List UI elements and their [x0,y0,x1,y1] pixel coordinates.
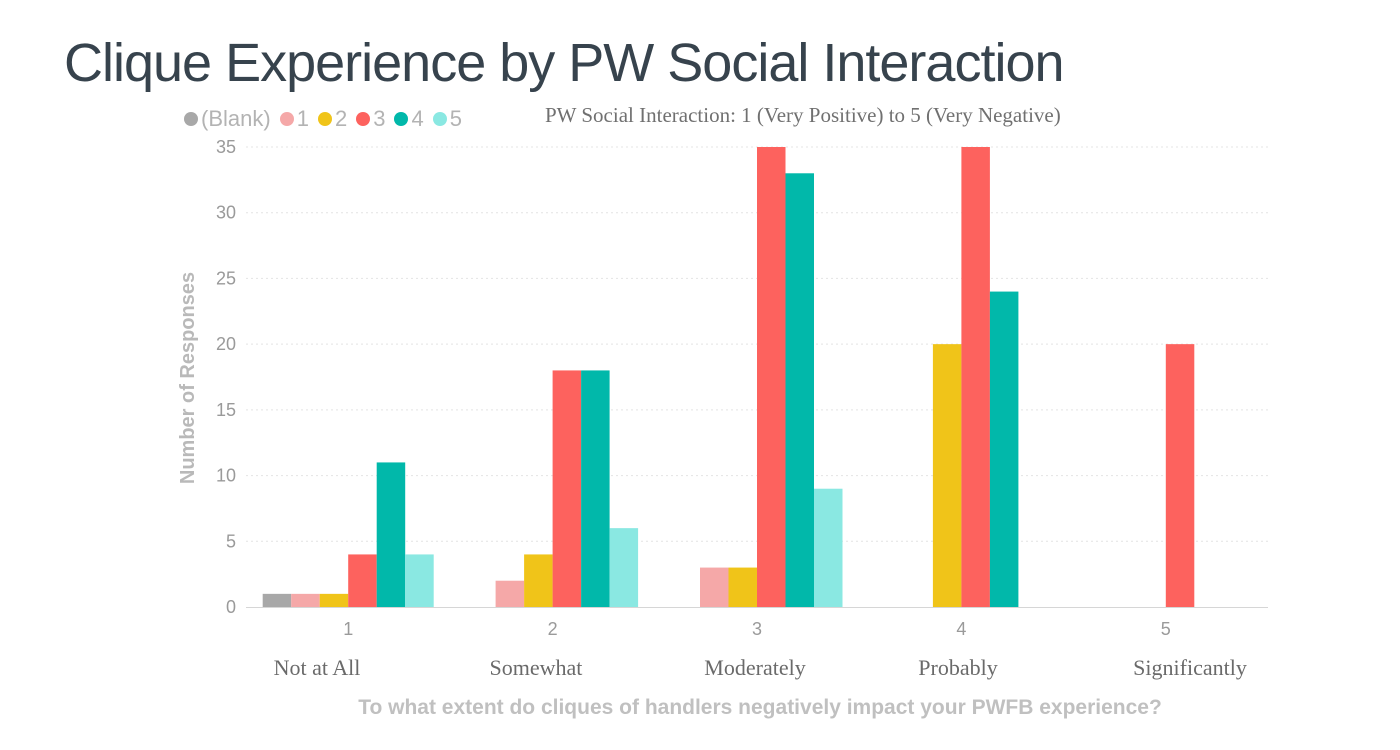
y-tick-label: 20 [216,334,236,354]
category-descriptions: Not at All Somewhat Moderately Probably Sign… [274,655,1247,680]
bar [609,528,639,607]
bar [757,147,786,607]
y-axis-ticks: 0 5 10 15 20 25 30 35 [216,137,236,617]
bar [495,580,525,607]
legend-label: 2 [334,106,348,131]
chart-title: Clique Experience by PW Social Interacti… [64,33,1065,93]
legend-label: (Blank) [201,106,271,131]
bar [376,462,406,607]
bar [581,370,610,607]
legend-marker [279,112,294,126]
legend-marker [184,112,198,126]
bar [291,593,320,607]
y-tick-label: 0 [226,597,236,617]
legend-label: 3 [373,106,386,131]
bar [319,593,349,607]
legend-item: 2 [317,106,348,132]
bar [405,554,434,607]
bar [961,147,990,607]
x-axis-ticks: 1 2 3 4 5 [343,619,1171,639]
y-tick-label: 35 [216,137,236,157]
legend-marker [432,112,447,126]
legend-marker [317,112,332,126]
y-tick-label: 25 [216,268,236,288]
bar [814,488,843,607]
bar [700,567,729,607]
bar [785,173,814,608]
x-tick-label: 5 [1161,619,1171,639]
bar [348,554,377,607]
bar [728,567,757,607]
y-tick-label: 30 [216,203,236,223]
bars [262,147,1195,608]
category-description: Probably [918,655,997,680]
legend-item: 4 [394,106,424,132]
legend-label: 4 [411,106,424,131]
legend-label: 1 [296,106,309,131]
category-description: Significantly [1133,655,1247,680]
category-description: Somewhat [490,655,583,680]
x-tick-label: 4 [956,619,966,639]
legend-item: (Blank) [184,106,271,132]
legend-item: 3 [356,106,385,132]
x-tick-label: 3 [752,619,762,639]
bar [932,344,962,607]
category-description: Moderately [704,655,805,680]
y-tick-label: 5 [226,531,236,551]
legend-item: 1 [279,106,309,132]
bar [989,291,1019,607]
x-tick-label: 1 [343,619,353,639]
bar [524,554,553,607]
bar [552,370,582,607]
legend-marker [394,112,409,126]
y-tick-label: 10 [216,466,236,486]
chart-subtitle: PW Social Interaction: 1 (Very Positive)… [545,103,1061,127]
bar [262,593,292,607]
legend-label: 5 [449,106,462,131]
y-axis-label: Number of Responses [177,272,199,484]
chart-legend: (Blank) 1 2 3 4 5 [184,106,462,132]
bar [1165,344,1195,607]
legend-item: 5 [432,106,462,132]
x-tick-label: 2 [548,619,558,639]
category-description: Not at All [274,655,361,680]
y-tick-label: 15 [216,400,236,420]
x-axis-label: To what extent do cliques of handlers ne… [358,696,1162,719]
legend-marker [356,112,371,126]
